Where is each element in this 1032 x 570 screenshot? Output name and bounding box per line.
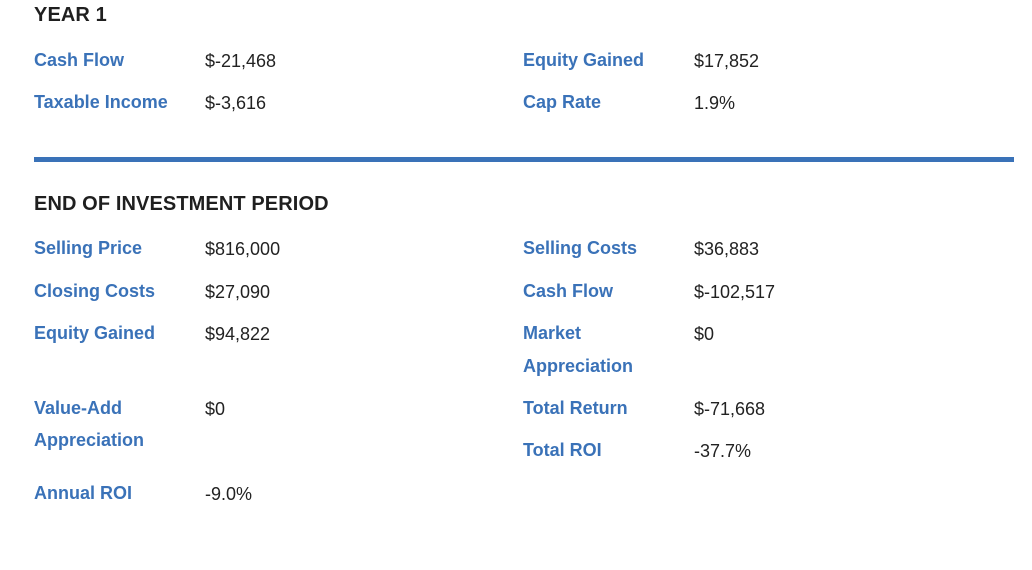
value-add-value: $0: [205, 399, 226, 419]
equity-gained-value: $94,822: [205, 324, 271, 344]
selling-price-value: $816,000: [205, 239, 281, 259]
selling-price-label: Selling Price: [34, 238, 143, 258]
year1-cap-rate-label: Cap Rate: [523, 92, 602, 112]
total-roi-label: Total ROI: [523, 440, 602, 460]
year1-title: YEAR 1: [34, 4, 107, 26]
year1-taxable-income-label: Taxable Income: [34, 92, 168, 112]
total-roi-value: -37.7%: [694, 441, 752, 461]
year1-cash-flow-label: Cash Flow: [34, 50, 125, 70]
market-appreciation-label-line1: Market: [523, 323, 582, 343]
annual-roi-label: Annual ROI: [34, 483, 132, 503]
year1-equity-gained-value: $17,852: [694, 51, 760, 71]
selling-costs-value: $36,883: [694, 239, 760, 259]
market-appreciation-label-line2: Appreciation: [523, 356, 634, 376]
section-divider: [34, 157, 1014, 162]
total-return-value: $-71,668: [694, 399, 766, 419]
year1-cap-rate-value: 1.9%: [694, 93, 736, 113]
equity-gained-label: Equity Gained: [34, 323, 156, 343]
year1-equity-gained-label: Equity Gained: [523, 50, 645, 70]
annual-roi-value: -9.0%: [205, 484, 253, 504]
market-appreciation-value: $0: [694, 324, 715, 344]
end-cash-flow-label: Cash Flow: [523, 281, 614, 301]
total-return-label: Total Return: [523, 398, 628, 418]
end-period-title: END OF INVESTMENT PERIOD: [34, 193, 329, 215]
selling-costs-label: Selling Costs: [523, 238, 638, 258]
value-add-label-line1: Value-Add: [34, 398, 123, 418]
end-cash-flow-value: $-102,517: [694, 282, 776, 302]
year1-cash-flow-value: $-21,468: [205, 51, 277, 71]
closing-costs-label: Closing Costs: [34, 281, 156, 301]
closing-costs-value: $27,090: [205, 282, 271, 302]
year1-taxable-income-value: $-3,616: [205, 93, 267, 113]
value-add-label-line2: Appreciation: [34, 430, 145, 450]
